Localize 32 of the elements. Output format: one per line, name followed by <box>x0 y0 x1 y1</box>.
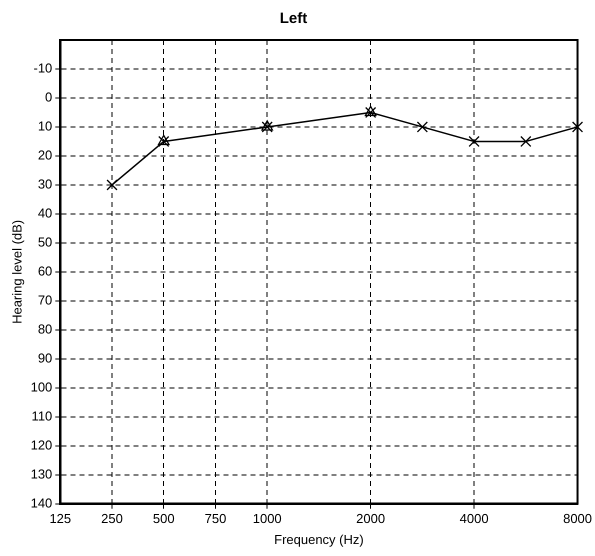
y-tick-label: 130 <box>30 466 52 482</box>
y-tick-label: 20 <box>38 148 52 163</box>
y-tick-label: 100 <box>30 379 52 394</box>
x-tick-label: 8000 <box>563 511 592 526</box>
y-tick-label: 70 <box>38 292 52 308</box>
point <box>416 121 428 133</box>
x-tick-label: 1000 <box>252 511 282 526</box>
y-tick-label: -10 <box>33 60 52 76</box>
y-tick-label: 110 <box>32 408 52 424</box>
y-tick-label: 120 <box>30 437 52 452</box>
y-tick-label: 60 <box>38 263 52 278</box>
y-tick-label: 80 <box>38 321 52 336</box>
point <box>468 136 480 148</box>
x-tick-label: 500 <box>152 511 175 526</box>
y-tick-label: 10 <box>38 118 52 134</box>
x-tick-label: 750 <box>204 511 226 526</box>
x-axis-title: Frequency (Hz) <box>274 532 364 547</box>
y-tick-label: 140 <box>30 495 52 510</box>
y-tick-label: 50 <box>38 234 52 250</box>
x-tick-label: 125 <box>49 511 72 526</box>
point <box>572 121 584 133</box>
x-tick-label: 2000 <box>356 511 386 526</box>
y-tick-label: 0 <box>45 90 52 105</box>
point <box>520 136 532 148</box>
chart-title: Left <box>280 10 308 28</box>
y-tick-label: 30 <box>38 176 52 192</box>
point <box>106 179 118 191</box>
x-tick-label: 4000 <box>460 511 489 526</box>
y-tick-label: 40 <box>38 206 52 221</box>
y-tick-label: 90 <box>38 350 52 366</box>
x-tick-label: 250 <box>101 511 123 526</box>
y-axis-title: Hearing level (dB) <box>9 220 24 324</box>
